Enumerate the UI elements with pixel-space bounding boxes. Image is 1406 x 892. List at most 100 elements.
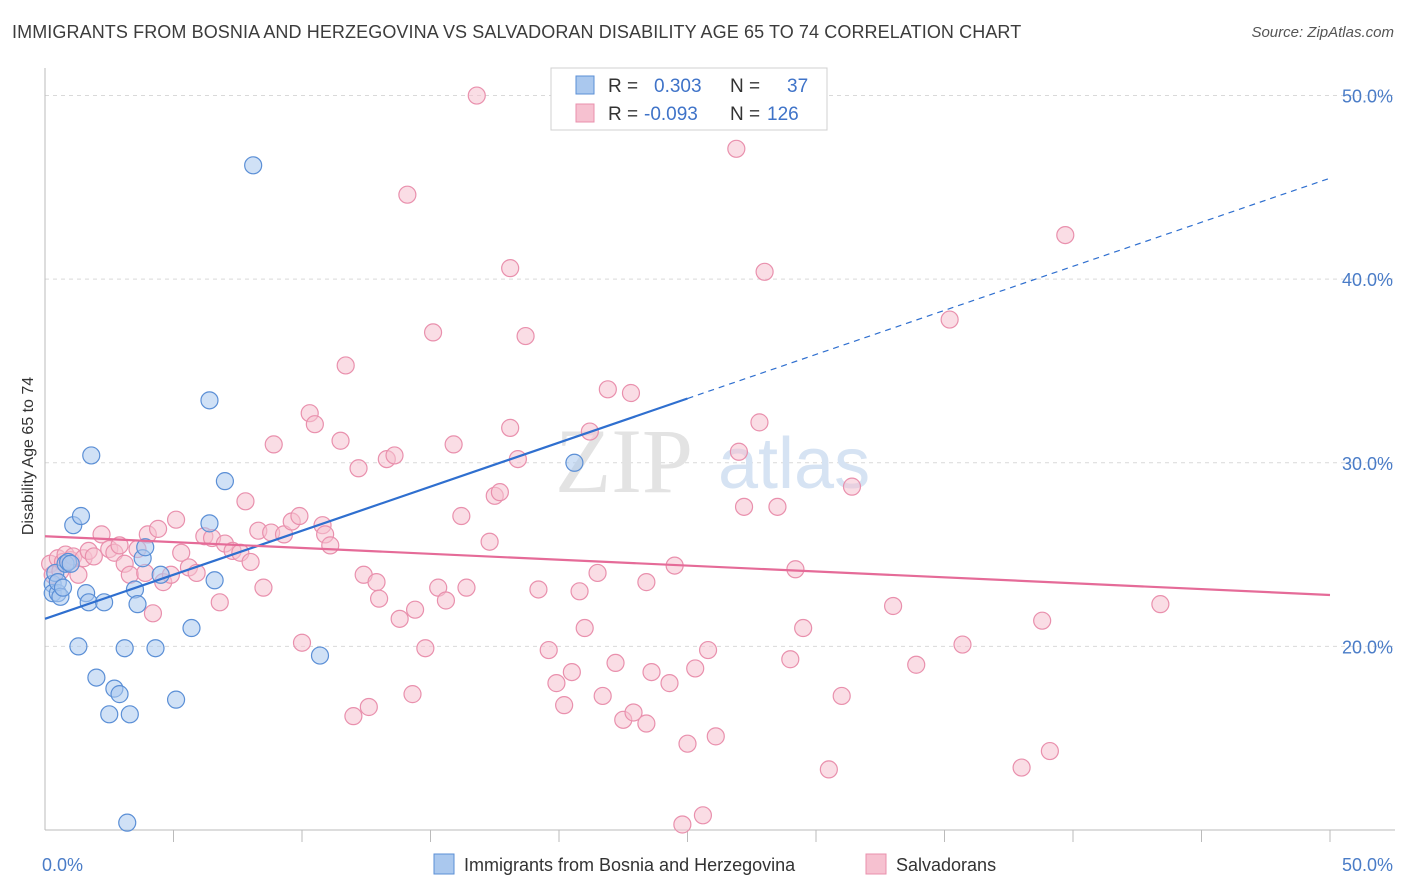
salvadoran-point — [84, 547, 103, 566]
salvadoran-point — [359, 697, 378, 717]
bosnia-point — [87, 668, 106, 687]
bottom-legend-label-bosnia: Immigrants from Bosnia and Herzegovina — [464, 855, 796, 875]
legend-n-label-2: N = — [730, 104, 760, 125]
salvadoran-point — [539, 640, 558, 660]
salvadoran-point — [1012, 758, 1031, 777]
bosnia-points — [43, 156, 584, 832]
salvadoran-point — [236, 492, 255, 511]
salvadoran-point — [953, 635, 972, 654]
salvadoran-point — [698, 640, 718, 660]
salvadoran-point — [385, 446, 404, 465]
salvadoran-point — [416, 639, 435, 658]
salvadoran-point — [403, 685, 422, 704]
axes — [44, 68, 1395, 842]
salvadoran-point — [457, 578, 476, 597]
salvadoran-point — [940, 310, 959, 329]
salvadoran-point — [210, 593, 229, 612]
salvadoran-point — [883, 596, 903, 616]
x-tick-label-start: 0.0% — [42, 855, 83, 875]
legend-swatch-pink — [575, 103, 595, 123]
bosnia-point — [182, 618, 201, 638]
salvadoran-point — [819, 760, 838, 779]
bosnia-trend-extension — [687, 177, 1331, 400]
salvadoran-point — [637, 714, 656, 733]
salvadoran-point — [842, 477, 862, 496]
salvadoran-point — [555, 696, 574, 715]
salvadoran-point — [907, 655, 926, 674]
salvadoran-point — [501, 259, 520, 278]
bosnia-point — [100, 705, 119, 724]
legend-r-value-2: -0.093 — [644, 104, 698, 125]
salvadoran-point — [781, 650, 800, 669]
salvadoran-point — [501, 418, 520, 437]
salvadoran-point — [729, 442, 749, 461]
salvadoran-point — [452, 506, 471, 526]
salvadoran-point — [686, 659, 705, 678]
bosnia-point — [120, 705, 139, 724]
salvadoran-point — [529, 580, 548, 599]
legend-n-label-1: N = — [730, 76, 760, 97]
salvadoran-point — [734, 497, 754, 516]
salvadoran-point — [598, 380, 617, 399]
trend-lines — [44, 177, 1331, 620]
salvadoran-point — [624, 703, 643, 722]
bottom-legend-label-salvadorans: Salvadorans — [896, 855, 996, 875]
y-axis-label: Disability Age 65 to 74 — [20, 377, 37, 535]
salvadoran-point — [136, 563, 155, 583]
bosnia-point — [115, 639, 134, 658]
salvadoran-point — [148, 519, 168, 538]
bottom-legend-swatch-pink — [865, 853, 887, 875]
bosnia-point — [200, 514, 219, 533]
salvadoran-point — [575, 618, 594, 638]
bosnia-point — [215, 472, 234, 491]
bosnia-point — [200, 391, 219, 410]
bosnia-point — [136, 538, 155, 557]
x-tick-label-end: 50.0% — [1342, 855, 1393, 875]
bosnia-point — [244, 156, 263, 175]
salvadoran-point — [480, 532, 499, 551]
salvadoran-point — [562, 662, 581, 682]
salvadoran-point — [349, 459, 368, 478]
salvadoran-point — [172, 543, 191, 562]
salvadoran-point — [344, 707, 363, 726]
salvadoran-point — [331, 431, 350, 450]
salvadoran-point — [660, 674, 679, 693]
salvadoran-point — [321, 536, 340, 555]
salvadoran-point — [1040, 741, 1059, 761]
salvadoran-point — [1056, 225, 1075, 245]
salvadoran-point — [637, 573, 656, 592]
salvadoran-point — [290, 506, 309, 526]
bottom-legend: Immigrants from Bosnia and Herzegovina S… — [433, 853, 996, 875]
bosnia-point — [118, 813, 137, 832]
salvadoran-point — [444, 435, 463, 454]
legend-n-value-2: 126 — [767, 104, 799, 125]
salvadoran-point — [750, 413, 769, 432]
y-tick-label: 20.0% — [1342, 637, 1393, 657]
chart-title: IMMIGRANTS FROM BOSNIA AND HERZEGOVINA V… — [12, 22, 1022, 42]
legend-n-value-1: 37 — [787, 76, 808, 97]
bosnia-point — [71, 506, 91, 526]
salvadoran-point — [143, 604, 163, 623]
salvadoran-point — [621, 383, 641, 403]
salvadoran-point — [755, 262, 774, 281]
salvadoran-point — [367, 573, 386, 592]
salvadoran-trend-line — [44, 535, 1331, 597]
bosnia-point — [166, 690, 186, 709]
legend-r-value-1: 0.303 — [654, 76, 702, 97]
salvadoran-point — [292, 633, 312, 652]
salvadoran-point — [467, 86, 486, 105]
salvadoran-point — [593, 686, 612, 706]
salvadoran-point — [254, 578, 273, 597]
bosnia-point — [310, 646, 330, 665]
bosnia-point — [53, 578, 73, 597]
y-tick-label: 50.0% — [1342, 87, 1393, 107]
bosnia-point — [151, 565, 170, 584]
salvadoran-point — [241, 552, 260, 572]
bosnia-point — [82, 446, 101, 465]
salvadoran-point — [110, 536, 129, 555]
salvadorans-points — [41, 86, 1170, 834]
salvadoran-point — [727, 139, 746, 158]
salvadoran-point — [390, 609, 409, 628]
bosnia-trend-line — [44, 397, 688, 620]
salvadoran-point — [678, 734, 697, 753]
